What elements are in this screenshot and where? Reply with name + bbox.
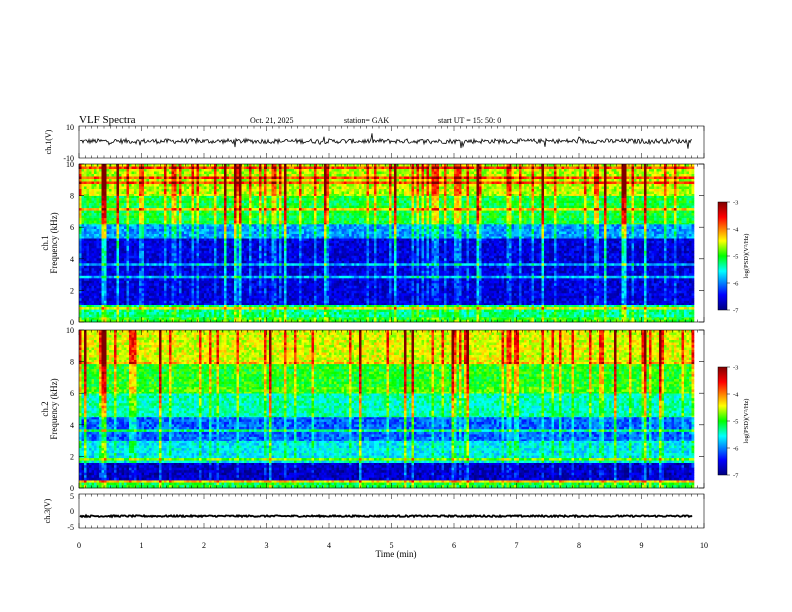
colorbar-tick-label: -6	[733, 446, 739, 453]
ch3-ytick-label-0: 0	[70, 507, 74, 516]
ch1-freq-label-axis: Frequency (kHz)	[49, 212, 59, 273]
figure-title: VLF Spectra	[79, 114, 136, 126]
freq-tick-label: 8	[70, 192, 74, 201]
ch1-waveform-panel: 10 -10 ch.1(V)	[44, 123, 704, 163]
time-tick-label: 2	[202, 541, 206, 550]
ch1-colorbar: -3 -4 -5 -6 -7 log(PSD)(V²/Hz)	[718, 200, 750, 315]
time-tick-label: 6	[452, 541, 456, 550]
time-tick-label: 7	[515, 541, 519, 550]
time-tick-label: 9	[640, 541, 644, 550]
ch2-freq-label-axis: Frequency (kHz)	[49, 378, 59, 439]
colorbar-tick-label: -3	[733, 200, 738, 207]
colorbar-tick-label: -4	[733, 227, 739, 234]
colorbar-tick-label: -6	[733, 281, 739, 288]
ch1-colorbar-gradient	[718, 202, 727, 310]
ch2-spectrogram-image	[79, 330, 694, 488]
ch3-ytick-label-5: 5	[70, 492, 74, 501]
ch2-colorbar-label: log(PSD)(V²/Hz)	[743, 399, 750, 444]
freq-tick-label: 2	[70, 452, 74, 461]
ch1-ylabel: ch.1(V)	[44, 129, 53, 154]
colorbar-tick-label: -4	[733, 392, 739, 399]
freq-tick-label: 10	[66, 326, 74, 335]
ch3-ylabel: ch.3(V)	[43, 498, 52, 523]
figure-station: station= GAK	[344, 116, 389, 125]
freq-tick-label: 10	[66, 160, 74, 169]
ch2-colorbar-ticks: -3 -4 -5 -6 -7	[727, 365, 739, 480]
freq-tick-label: 6	[70, 223, 74, 232]
figure-date: Oct. 21, 2025	[250, 116, 294, 125]
colorbar-tick-label: -7	[733, 308, 739, 315]
ch1-colorbar-ticks: -3 -4 -5 -6 -7	[727, 200, 739, 315]
colorbar-tick-label: -3	[733, 365, 738, 372]
ch3-ytick-label-minus5: -5	[67, 523, 74, 532]
colorbar-tick-label: -5	[733, 254, 738, 261]
freq-tick-label: 6	[70, 389, 74, 398]
ch1-ytick-label-top: 10	[66, 123, 74, 132]
ch1-spectrogram-image	[79, 164, 694, 322]
time-tick-label: 0	[77, 541, 81, 550]
ch3-waveform-panel: 5 0 -5 ch.3(V)	[43, 492, 704, 532]
time-tick-label: 1	[140, 541, 144, 550]
freq-tick-label: 2	[70, 286, 74, 295]
freq-tick-label: 4	[70, 255, 74, 264]
time-tick-label: 10	[700, 541, 708, 550]
freq-tick-label: 8	[70, 358, 74, 367]
time-tick-label: 8	[577, 541, 581, 550]
time-tick-label: 3	[265, 541, 269, 550]
ch1-colorbar-label: log(PSD)(V²/Hz)	[743, 234, 750, 279]
colorbar-tick-label: -7	[733, 473, 739, 480]
figure-start-ut: start UT = 15: 50: 0	[438, 116, 501, 125]
ch3-waveform-frame	[79, 494, 704, 528]
ch2-colorbar: -3 -4 -5 -6 -7 log(PSD)(V²/Hz)	[718, 365, 750, 480]
time-tick-label: 4	[327, 541, 331, 550]
colorbar-tick-label: -5	[733, 419, 738, 426]
freq-tick-label: 4	[70, 421, 74, 430]
ch2-colorbar-gradient	[718, 367, 727, 475]
time-axis-label: Time (min)	[376, 549, 417, 559]
